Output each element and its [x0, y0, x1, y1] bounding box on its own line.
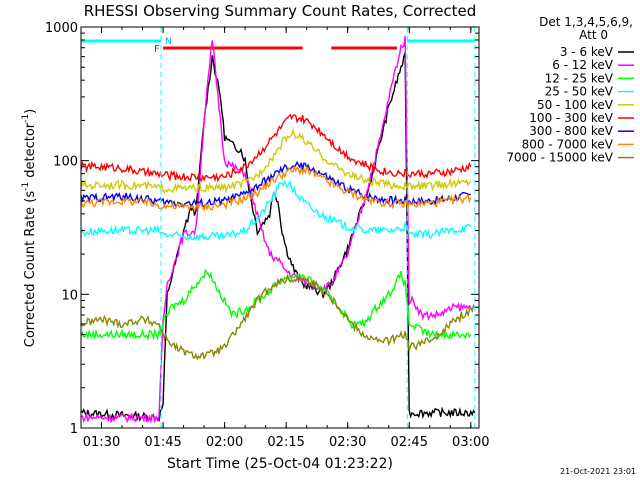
y-tick-label-0: 1: [70, 422, 78, 437]
plot-frame: [80, 26, 480, 429]
series-line-6: [80, 160, 471, 209]
y-label-part-1: Corrected Count Rate (s: [23, 191, 38, 348]
series-line-0: [80, 52, 476, 423]
legend-label-5: 100 - 300 keV: [529, 111, 613, 125]
legend-label-3: 25 - 50 keV: [545, 85, 614, 99]
flare-flag-label: F: [154, 44, 160, 55]
x-tick-label-4: 02:30: [329, 435, 366, 450]
x-tick-label-6: 03:00: [452, 435, 489, 450]
y-label-part-3: ): [23, 109, 38, 114]
y-axis-label: Corrected Count Rate (s-1 detector-1): [21, 109, 38, 347]
series-line-7: [80, 164, 472, 213]
x-axis-label: Start Time (25-Oct-04 01:23:22): [167, 456, 393, 472]
legend-label-6: 300 - 800 keV: [529, 124, 613, 138]
svg-text:Corrected Count Rate (s-1 dete: Corrected Count Rate (s-1 detector-1): [21, 109, 38, 347]
series-line-2: [80, 268, 472, 342]
legend-label-4: 50 - 100 keV: [537, 98, 614, 112]
dashed-markers: [160, 27, 476, 428]
series-line-3: [80, 179, 472, 242]
legend-label-8: 7000 - 15000 keV: [506, 151, 613, 165]
series-line-1: [80, 36, 472, 424]
y-axis-ticks: 1 10 100 1000: [45, 21, 479, 437]
x-tick-label-1: 01:45: [144, 435, 181, 450]
x-tick-label-5: 02:45: [391, 435, 428, 450]
y-tick-label-1: 10: [61, 288, 78, 303]
y-label-sup-1: -1: [21, 182, 31, 191]
footer-date: 21-Oct-2021 23:01: [560, 467, 636, 476]
night-flag-label: N: [165, 37, 172, 47]
y-label-sup-2: -1: [21, 114, 31, 123]
title-group: RHESSI Observing Summary Count Rates, Co…: [84, 2, 477, 20]
series-line-4: [80, 127, 472, 195]
y-tick-label-3: 1000: [45, 21, 78, 36]
series-layer: [80, 36, 476, 424]
y-label-part-2: detector: [23, 122, 38, 182]
series-line-5: [80, 113, 472, 183]
legend-header-1: Det 1,3,4,5,6,9,: [539, 15, 633, 29]
series-line-8: [80, 273, 476, 361]
legend-label-2: 12 - 25 keV: [545, 71, 614, 85]
x-axis-ticks: 01:30 01:45 02:00 02:15 02:30 02:45 03:00: [80, 27, 490, 450]
x-tick-label-0: 01:30: [83, 435, 120, 450]
x-tick-label-3: 02:15: [267, 435, 304, 450]
legend-label-0: 3 - 6 keV: [560, 45, 614, 59]
x-tick-label-2: 02:00: [206, 435, 243, 450]
chart-title: RHESSI Observing Summary Count Rates, Co…: [84, 2, 477, 20]
legend-header-2: Att 0: [579, 28, 608, 42]
flag-bars: FN: [81, 37, 475, 55]
legend-label-1: 6 - 12 keV: [552, 58, 614, 72]
legend-label-7: 800 - 7000 keV: [522, 137, 614, 151]
y-tick-label-2: 100: [53, 155, 78, 170]
